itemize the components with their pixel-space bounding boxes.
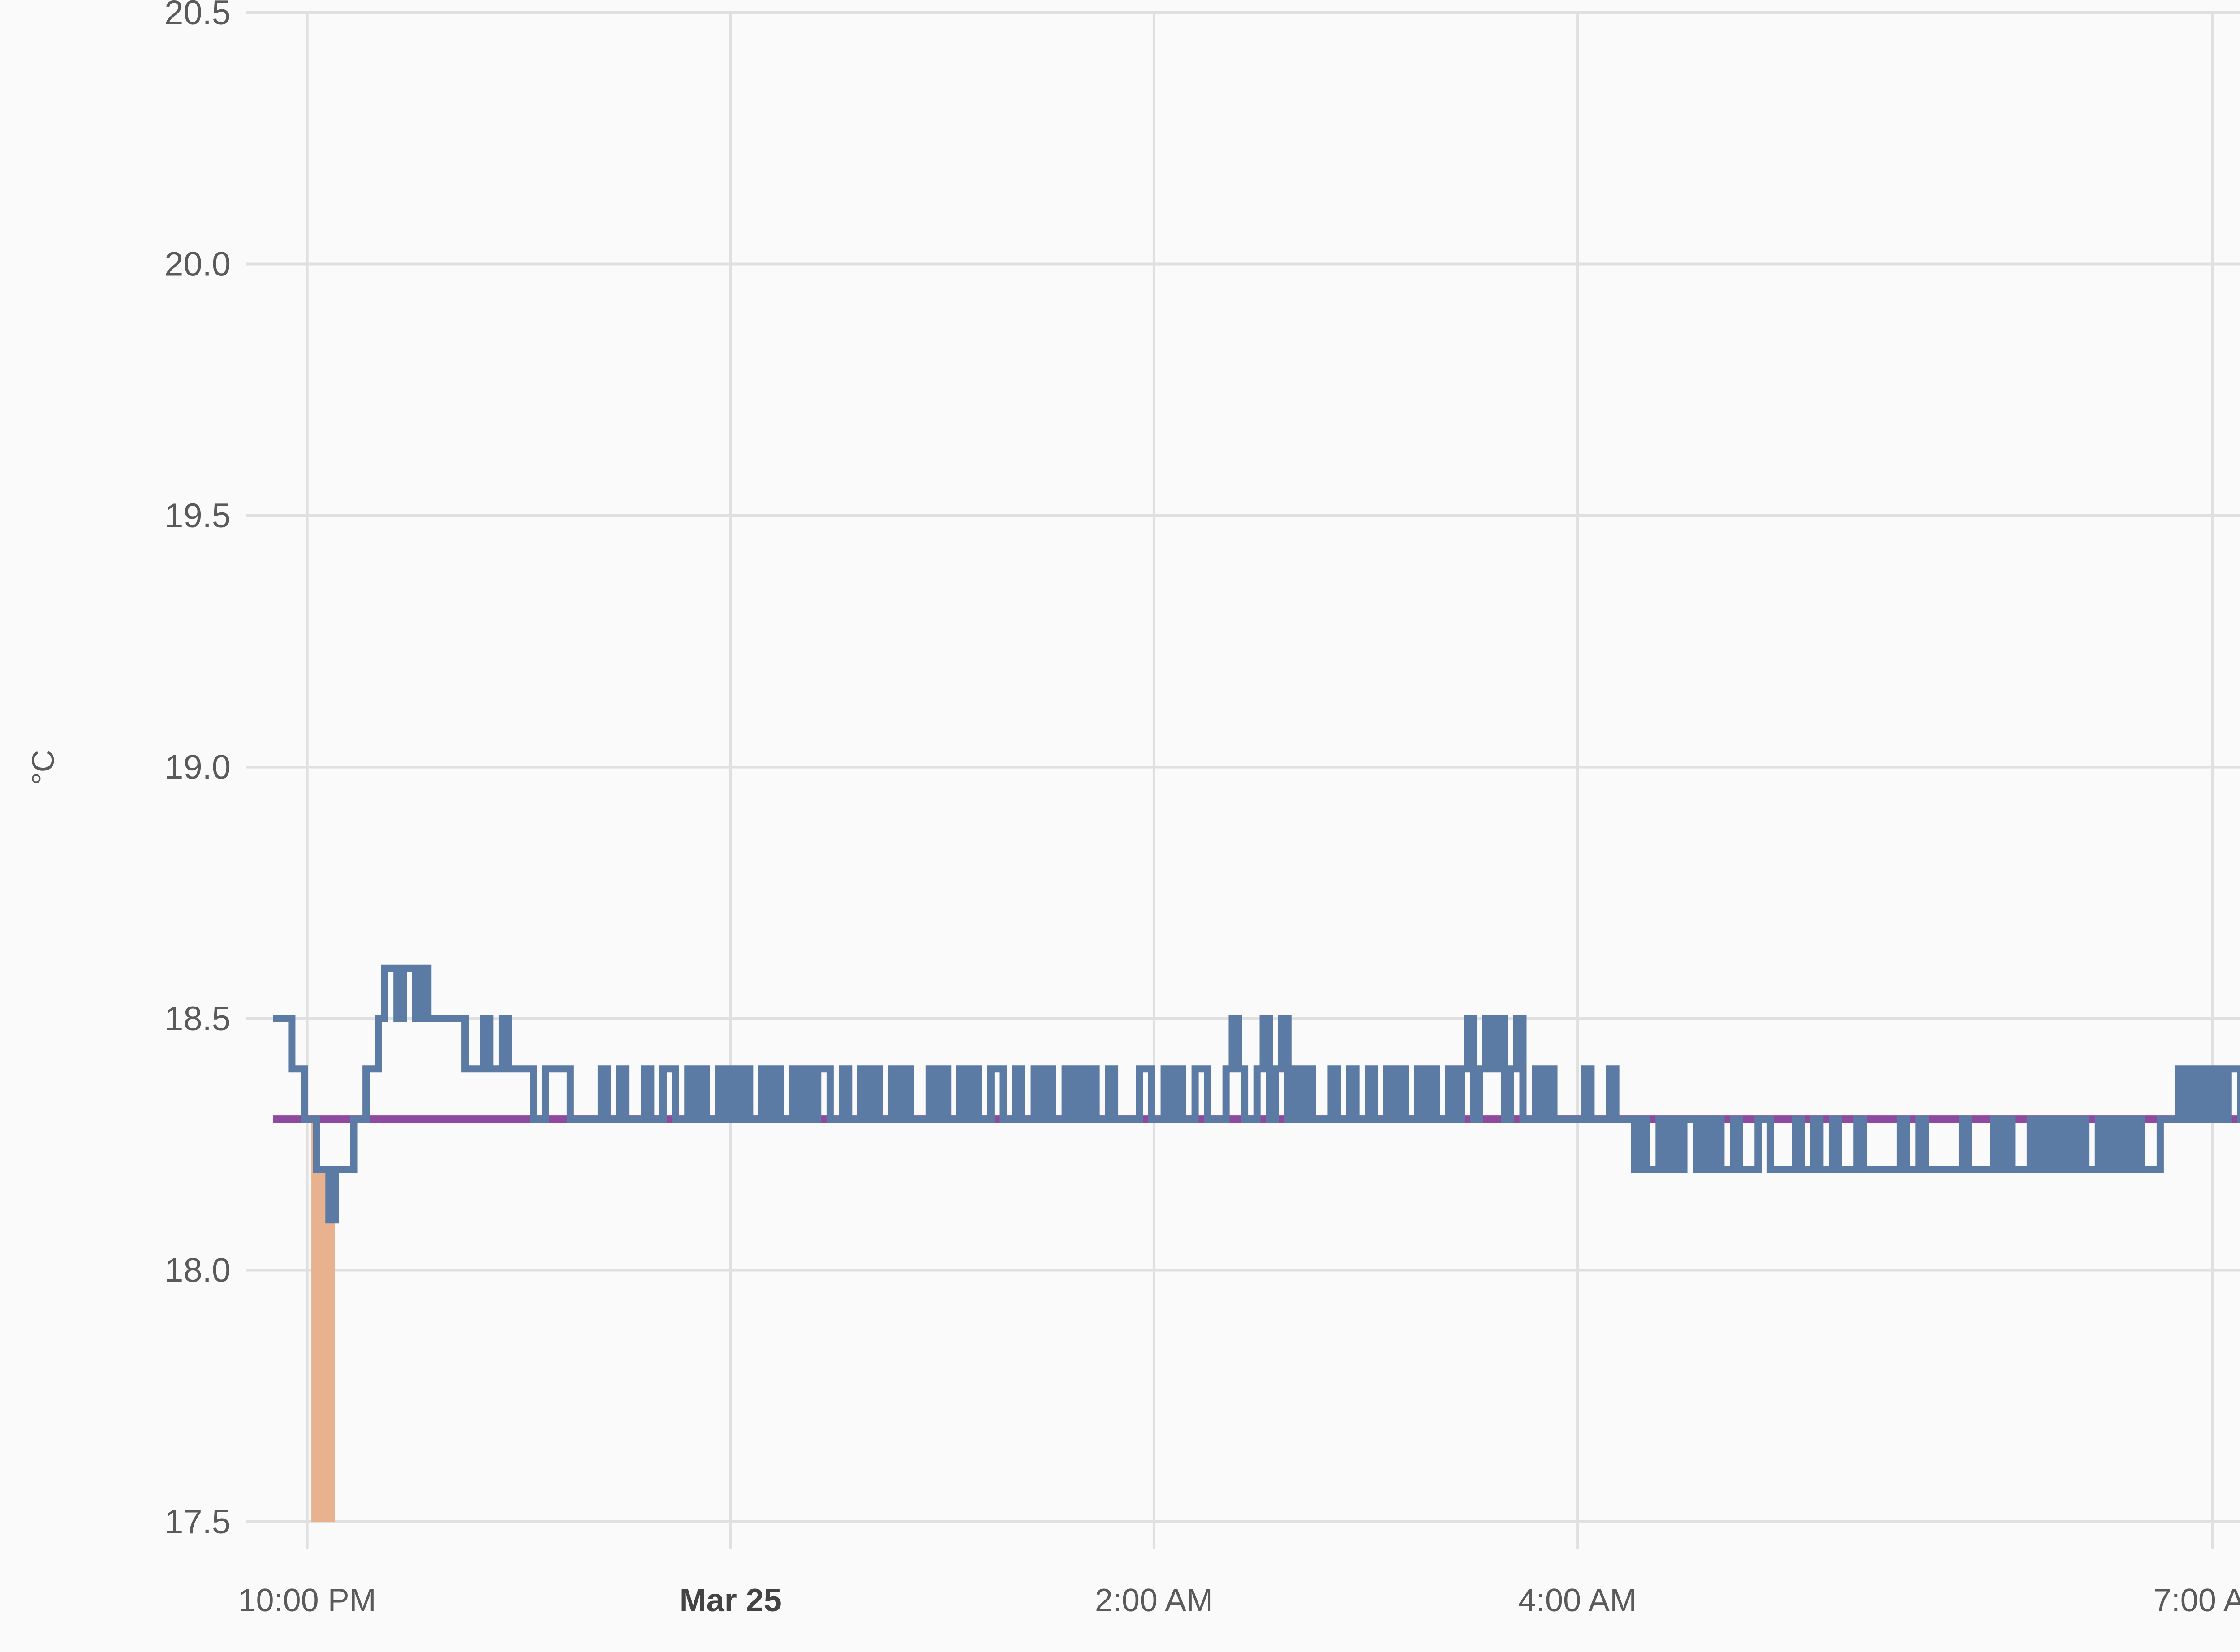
y-axis-ticks: 17.5 18.0 18.5 19.0 19.5 20.0 20.5 bbox=[164, 0, 231, 1541]
x-tick-label: 7:00 AM bbox=[2154, 1583, 2240, 1618]
y-axis-unit-label: °C bbox=[26, 750, 60, 785]
x-tick-label: Mar 25 bbox=[680, 1583, 782, 1618]
y-tick-label: 20.0 bbox=[164, 245, 231, 284]
x-tick-label: 2:00 AM bbox=[1095, 1583, 1213, 1618]
y-tick-label: 18.5 bbox=[164, 1000, 231, 1038]
gridlines bbox=[246, 11, 2240, 1549]
series-line-temperature bbox=[273, 964, 2240, 1224]
x-tick-label: 10:00 PM bbox=[238, 1583, 376, 1618]
series-path bbox=[273, 964, 2240, 1224]
x-tick-label: 4:00 AM bbox=[1518, 1583, 1637, 1618]
y-axis-title: °C bbox=[26, 750, 60, 785]
y-tick-label: 19.0 bbox=[164, 749, 231, 787]
y-tick-label: 18.0 bbox=[164, 1252, 231, 1290]
y-tick-label: 17.5 bbox=[164, 1503, 231, 1541]
y-tick-label: 20.5 bbox=[164, 0, 231, 32]
y-tick-label: 19.5 bbox=[164, 497, 231, 535]
